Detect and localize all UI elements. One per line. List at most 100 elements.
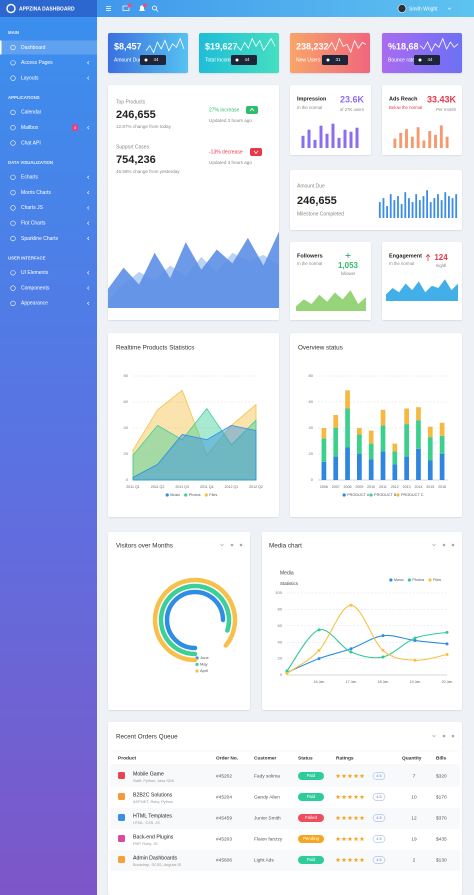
column-header: Product [118,755,137,761]
x-tick-label: 2009 [355,485,363,489]
menu-item[interactable]: Calendar [21,110,42,116]
row-stripe [110,808,460,829]
refresh-icon[interactable] [442,734,446,738]
x-tick-label: 2013 [403,485,411,489]
menu-item[interactable]: Mailbox [21,125,39,131]
menu-item[interactable]: Morris Charts [21,190,52,196]
y-tick-label: 20 [278,656,283,661]
close-icon[interactable] [451,734,455,738]
status: Paid [307,857,316,862]
bar [437,194,439,218]
star [335,794,341,799]
bar [380,409,386,426]
refresh-icon[interactable] [230,543,234,547]
rating-pill [372,793,386,801]
menu-item[interactable]: Charts JS [21,205,44,211]
menu-item[interactable]: Sparkline Charts [21,236,58,242]
x-tick-label: 17 Jan [346,680,357,684]
x-tick-label: 2010 [367,485,375,489]
menu-icon [10,300,16,307]
bar [393,138,397,148]
menu-item[interactable]: Components [21,285,50,291]
menu-icon[interactable] [106,6,111,11]
stat-card [290,33,370,73]
rating-pill [372,856,386,864]
user-caret[interactable] [447,7,452,10]
chart-title: Visitors over Months [116,543,173,550]
x-tick-label: 2011 Q2 [151,485,165,489]
stat-badge [140,55,166,65]
search-icon[interactable] [152,5,159,12]
line-series [286,634,448,674]
menu-item[interactable]: Echarts [21,175,38,181]
bar [357,454,362,480]
refresh-icon[interactable] [442,543,446,547]
product-tech: ASP.NET, Ruby, Python [133,800,173,804]
bar [418,200,421,218]
menu-icon [10,205,16,211]
label: #45203 [216,836,232,842]
bar [400,204,403,218]
radial-bar [164,589,226,651]
product-tech: Swift, Python, Java SDK [133,779,175,783]
line-series [145,37,185,54]
bar [451,198,454,218]
close-icon[interactable] [451,543,455,547]
bar [426,190,428,218]
mail-icon[interactable] [122,5,130,11]
menu-item[interactable]: Dashboard [21,45,46,51]
bar [427,426,433,438]
collapse-icon[interactable] [432,734,436,738]
collapse-icon[interactable] [432,543,436,547]
x-tick-label: 2006 [320,485,328,489]
label: Light Ads [254,857,274,863]
bar [422,140,426,148]
bar [445,136,449,148]
menu-item[interactable]: Access Pages [21,60,53,66]
label: $170 [436,794,447,800]
x-tick-label: 2016 [438,485,446,489]
chevron [87,61,90,65]
stat-label: Total Income [205,57,234,63]
product-tech: Bootstrap, SCSS, AngularJS [133,863,182,867]
bar [321,461,327,480]
bar [433,198,436,218]
menu-item[interactable]: Appearance [21,301,48,307]
rating-pill [372,814,386,822]
star [347,773,353,778]
stat-badge-text: 44 [153,57,159,62]
menu-item[interactable]: UI Elements [21,270,49,276]
bar [427,437,433,461]
bar [440,200,443,218]
label: #45204 [216,794,232,800]
menu-item[interactable]: Flot Charts [21,221,46,227]
chart-label: Media [280,570,294,576]
bell-icon[interactable] [139,5,145,12]
label: Followers [297,253,323,259]
star [335,815,341,820]
legend-dot [165,493,169,497]
point [285,669,289,673]
bar [319,125,323,148]
change-pill [250,148,262,156]
bar [422,196,425,218]
menu-item[interactable]: Layouts [21,75,39,81]
avatar[interactable] [397,4,407,13]
menu-item[interactable]: Chat API [21,140,41,146]
point [349,650,353,654]
bar [404,456,409,480]
rating-pill [372,772,386,780]
status-pill [298,772,324,780]
label: follower [341,271,356,276]
legend-dot [396,493,400,497]
y-tick-label: 60 [278,623,283,628]
bar [416,407,421,421]
line-series [286,604,448,674]
bar [368,430,374,444]
point [445,653,449,656]
star [353,773,359,778]
user-name[interactable]: Smith Wright [409,6,438,12]
legend-label: June [200,655,209,660]
collapse-icon[interactable] [220,543,224,547]
close-icon[interactable] [239,543,243,547]
